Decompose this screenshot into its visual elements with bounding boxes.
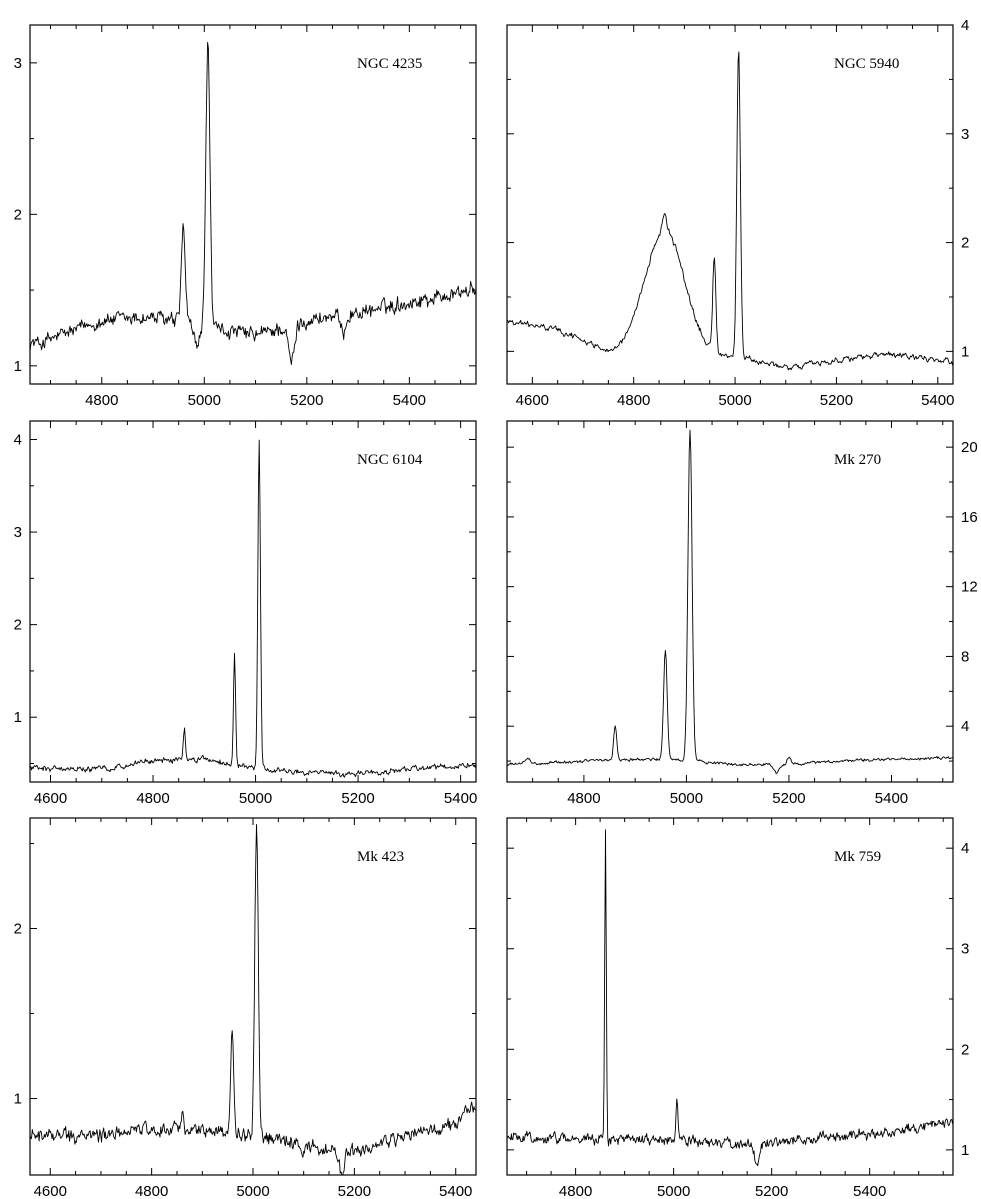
panel-title: Mk 270 bbox=[834, 452, 881, 468]
y-tick-label: 20 bbox=[961, 439, 978, 456]
x-tick-label: 5400 bbox=[875, 790, 908, 807]
y-tick-label: 12 bbox=[961, 579, 978, 596]
x-tick-label: 5400 bbox=[853, 1183, 886, 1199]
y-tick-label: 4 bbox=[961, 17, 969, 34]
x-tick-label: 4800 bbox=[135, 1183, 168, 1199]
y-tick-label: 1 bbox=[14, 709, 22, 726]
spectrum-line bbox=[30, 42, 476, 364]
y-tick-label: 3 bbox=[961, 126, 969, 143]
x-tick-label: 5000 bbox=[670, 790, 703, 807]
spectrum-panel-6: 4800 5000 5200 5400 1 2 3 4 Mk 759 bbox=[507, 818, 969, 1199]
spectrum-line bbox=[507, 830, 953, 1166]
x-tick-label: 4600 bbox=[34, 790, 67, 807]
x-tick-label: 5000 bbox=[718, 392, 751, 409]
plot-frame bbox=[30, 818, 476, 1175]
y-tick-label: 4 bbox=[961, 718, 969, 735]
x-tick-label: 5200 bbox=[772, 790, 805, 807]
y-tick-label: 2 bbox=[14, 206, 22, 223]
x-tick-label: 5200 bbox=[338, 1183, 371, 1199]
y-tick-label: 3 bbox=[14, 524, 22, 541]
x-tick-label: 5000 bbox=[239, 790, 272, 807]
x-tick-label: 5000 bbox=[236, 1183, 269, 1199]
x-tick-label: 5400 bbox=[921, 392, 954, 409]
plot-frame bbox=[507, 25, 953, 384]
x-tick-label: 4800 bbox=[85, 392, 118, 409]
x-tick-label: 5400 bbox=[444, 790, 477, 807]
x-tick-label: 5200 bbox=[341, 790, 374, 807]
x-tick-label: 4600 bbox=[516, 392, 549, 409]
plot-frame bbox=[507, 818, 953, 1175]
spectrum-line bbox=[30, 440, 476, 777]
y-tick-label: 2 bbox=[14, 617, 22, 634]
panel-title: Mk 423 bbox=[357, 849, 404, 865]
y-tick-label: 1 bbox=[961, 1142, 969, 1159]
x-tick-label: 5400 bbox=[439, 1183, 472, 1199]
y-tick-label: 3 bbox=[961, 941, 969, 958]
x-tick-label: 5200 bbox=[755, 1183, 788, 1199]
spectrum-panel-1: 4800 5000 5200 5400 1 2 3 NGC 4235 bbox=[14, 25, 476, 409]
spectrum-line bbox=[30, 824, 476, 1179]
spectrum-panel-2: 4600 4800 5000 5200 5400 1 2 3 4 NGC 5940 bbox=[507, 17, 969, 409]
x-tick-label: 4800 bbox=[559, 1183, 592, 1199]
y-tick-label: 4 bbox=[961, 840, 969, 857]
x-tick-label: 4600 bbox=[34, 1183, 67, 1199]
plot-frame bbox=[30, 421, 476, 782]
spectrum-panel-3: 4600 4800 5000 5200 5400 1 2 3 4 NGC 6104 bbox=[14, 421, 478, 807]
x-tick-label: 4800 bbox=[136, 790, 169, 807]
y-tick-label: 3 bbox=[14, 55, 22, 72]
y-tick-label: 1 bbox=[961, 343, 969, 360]
plot-frame bbox=[507, 421, 953, 782]
panel-title: NGC 5940 bbox=[834, 56, 899, 72]
y-tick-label: 2 bbox=[14, 921, 22, 938]
y-tick-label: 2 bbox=[961, 235, 969, 252]
panel-title: Mk 759 bbox=[834, 849, 881, 865]
spectrum-panel-4: 4800 5000 5200 5400 4 8 12 16 20 Mk 270 bbox=[507, 421, 978, 807]
plot-frame bbox=[30, 25, 476, 384]
x-tick-label: 4800 bbox=[567, 790, 600, 807]
y-tick-label: 16 bbox=[961, 509, 978, 526]
y-tick-label: 1 bbox=[14, 1091, 22, 1108]
spectrum-line bbox=[507, 430, 953, 773]
panel-title: NGC 4235 bbox=[357, 56, 422, 72]
spectrum-panel-5: 4600 4800 5000 5200 5400 1 2 Mk 423 bbox=[14, 818, 476, 1199]
x-tick-label: 5400 bbox=[393, 392, 426, 409]
x-tick-label: 5200 bbox=[820, 392, 853, 409]
x-tick-label: 5000 bbox=[188, 392, 221, 409]
y-tick-label: 2 bbox=[961, 1041, 969, 1058]
panel-title: NGC 6104 bbox=[357, 452, 423, 468]
spectrum-line bbox=[507, 52, 953, 370]
y-tick-label: 4 bbox=[14, 432, 22, 449]
x-tick-label: 4800 bbox=[617, 392, 650, 409]
y-tick-label: 8 bbox=[961, 648, 969, 665]
x-tick-label: 5200 bbox=[290, 392, 323, 409]
x-tick-label: 5000 bbox=[657, 1183, 690, 1199]
y-tick-label: 1 bbox=[14, 358, 22, 375]
